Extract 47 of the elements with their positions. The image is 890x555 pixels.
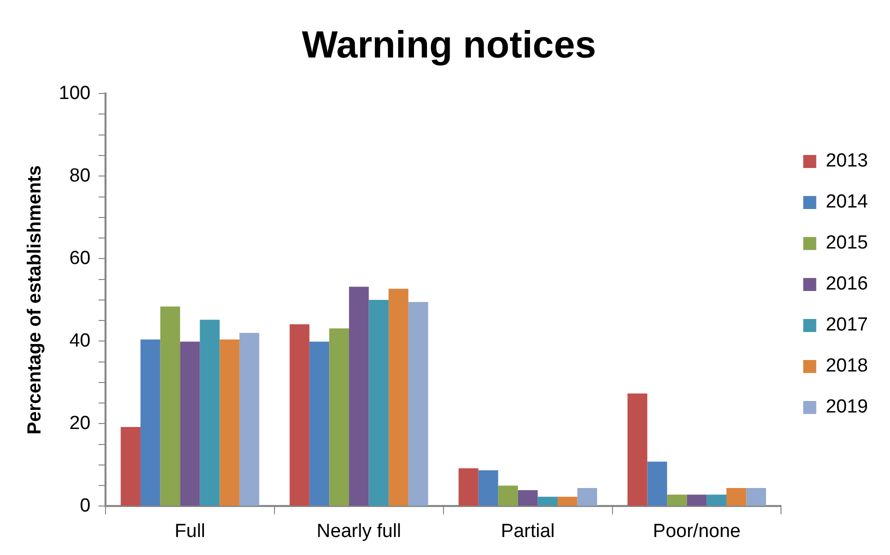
bar xyxy=(706,494,726,506)
bar xyxy=(558,496,578,506)
legend-label: 2018 xyxy=(826,356,868,377)
bar xyxy=(518,490,538,506)
y-tick-label: 20 xyxy=(69,412,90,434)
y-tick-label: 100 xyxy=(58,82,90,104)
bar xyxy=(667,494,687,506)
bar xyxy=(329,328,350,506)
x-tick-label: Full xyxy=(174,520,206,542)
bar xyxy=(140,340,160,506)
legend-label: 2017 xyxy=(826,314,868,336)
y-axis-title: Percentage of establishments xyxy=(24,165,46,435)
x-tick-label: Nearly full xyxy=(316,520,402,542)
bar xyxy=(349,286,369,506)
bar xyxy=(726,488,746,506)
bar xyxy=(746,488,766,506)
bar xyxy=(290,324,310,506)
legend-label: 2013 xyxy=(826,150,868,172)
bar xyxy=(239,332,260,506)
bar xyxy=(388,288,408,506)
bar xyxy=(309,342,330,506)
bar xyxy=(180,342,200,506)
bar xyxy=(538,496,558,506)
x-tick-label: Partial xyxy=(500,520,555,542)
bar xyxy=(628,394,648,506)
chart-title: Warning notices xyxy=(302,24,596,66)
bar xyxy=(458,468,478,506)
bar xyxy=(478,470,498,506)
legend-label: 2019 xyxy=(826,396,868,418)
bar xyxy=(647,462,668,506)
bar xyxy=(368,300,389,506)
bar xyxy=(577,488,598,506)
x-tick-label: Poor/none xyxy=(652,520,741,542)
bar xyxy=(686,494,707,506)
y-tick-label: 80 xyxy=(69,165,90,186)
bar xyxy=(120,426,140,506)
bar xyxy=(160,306,180,506)
y-tick-label: 0 xyxy=(80,495,90,516)
bar xyxy=(220,340,240,506)
bar xyxy=(498,486,518,506)
y-tick-label: 60 xyxy=(69,248,90,269)
legend-label: 2015 xyxy=(826,232,868,254)
bar xyxy=(408,302,428,506)
bar xyxy=(200,320,220,506)
legend-label: 2016 xyxy=(826,274,868,295)
legend-label: 2014 xyxy=(826,192,868,213)
y-tick-label: 40 xyxy=(69,330,90,352)
